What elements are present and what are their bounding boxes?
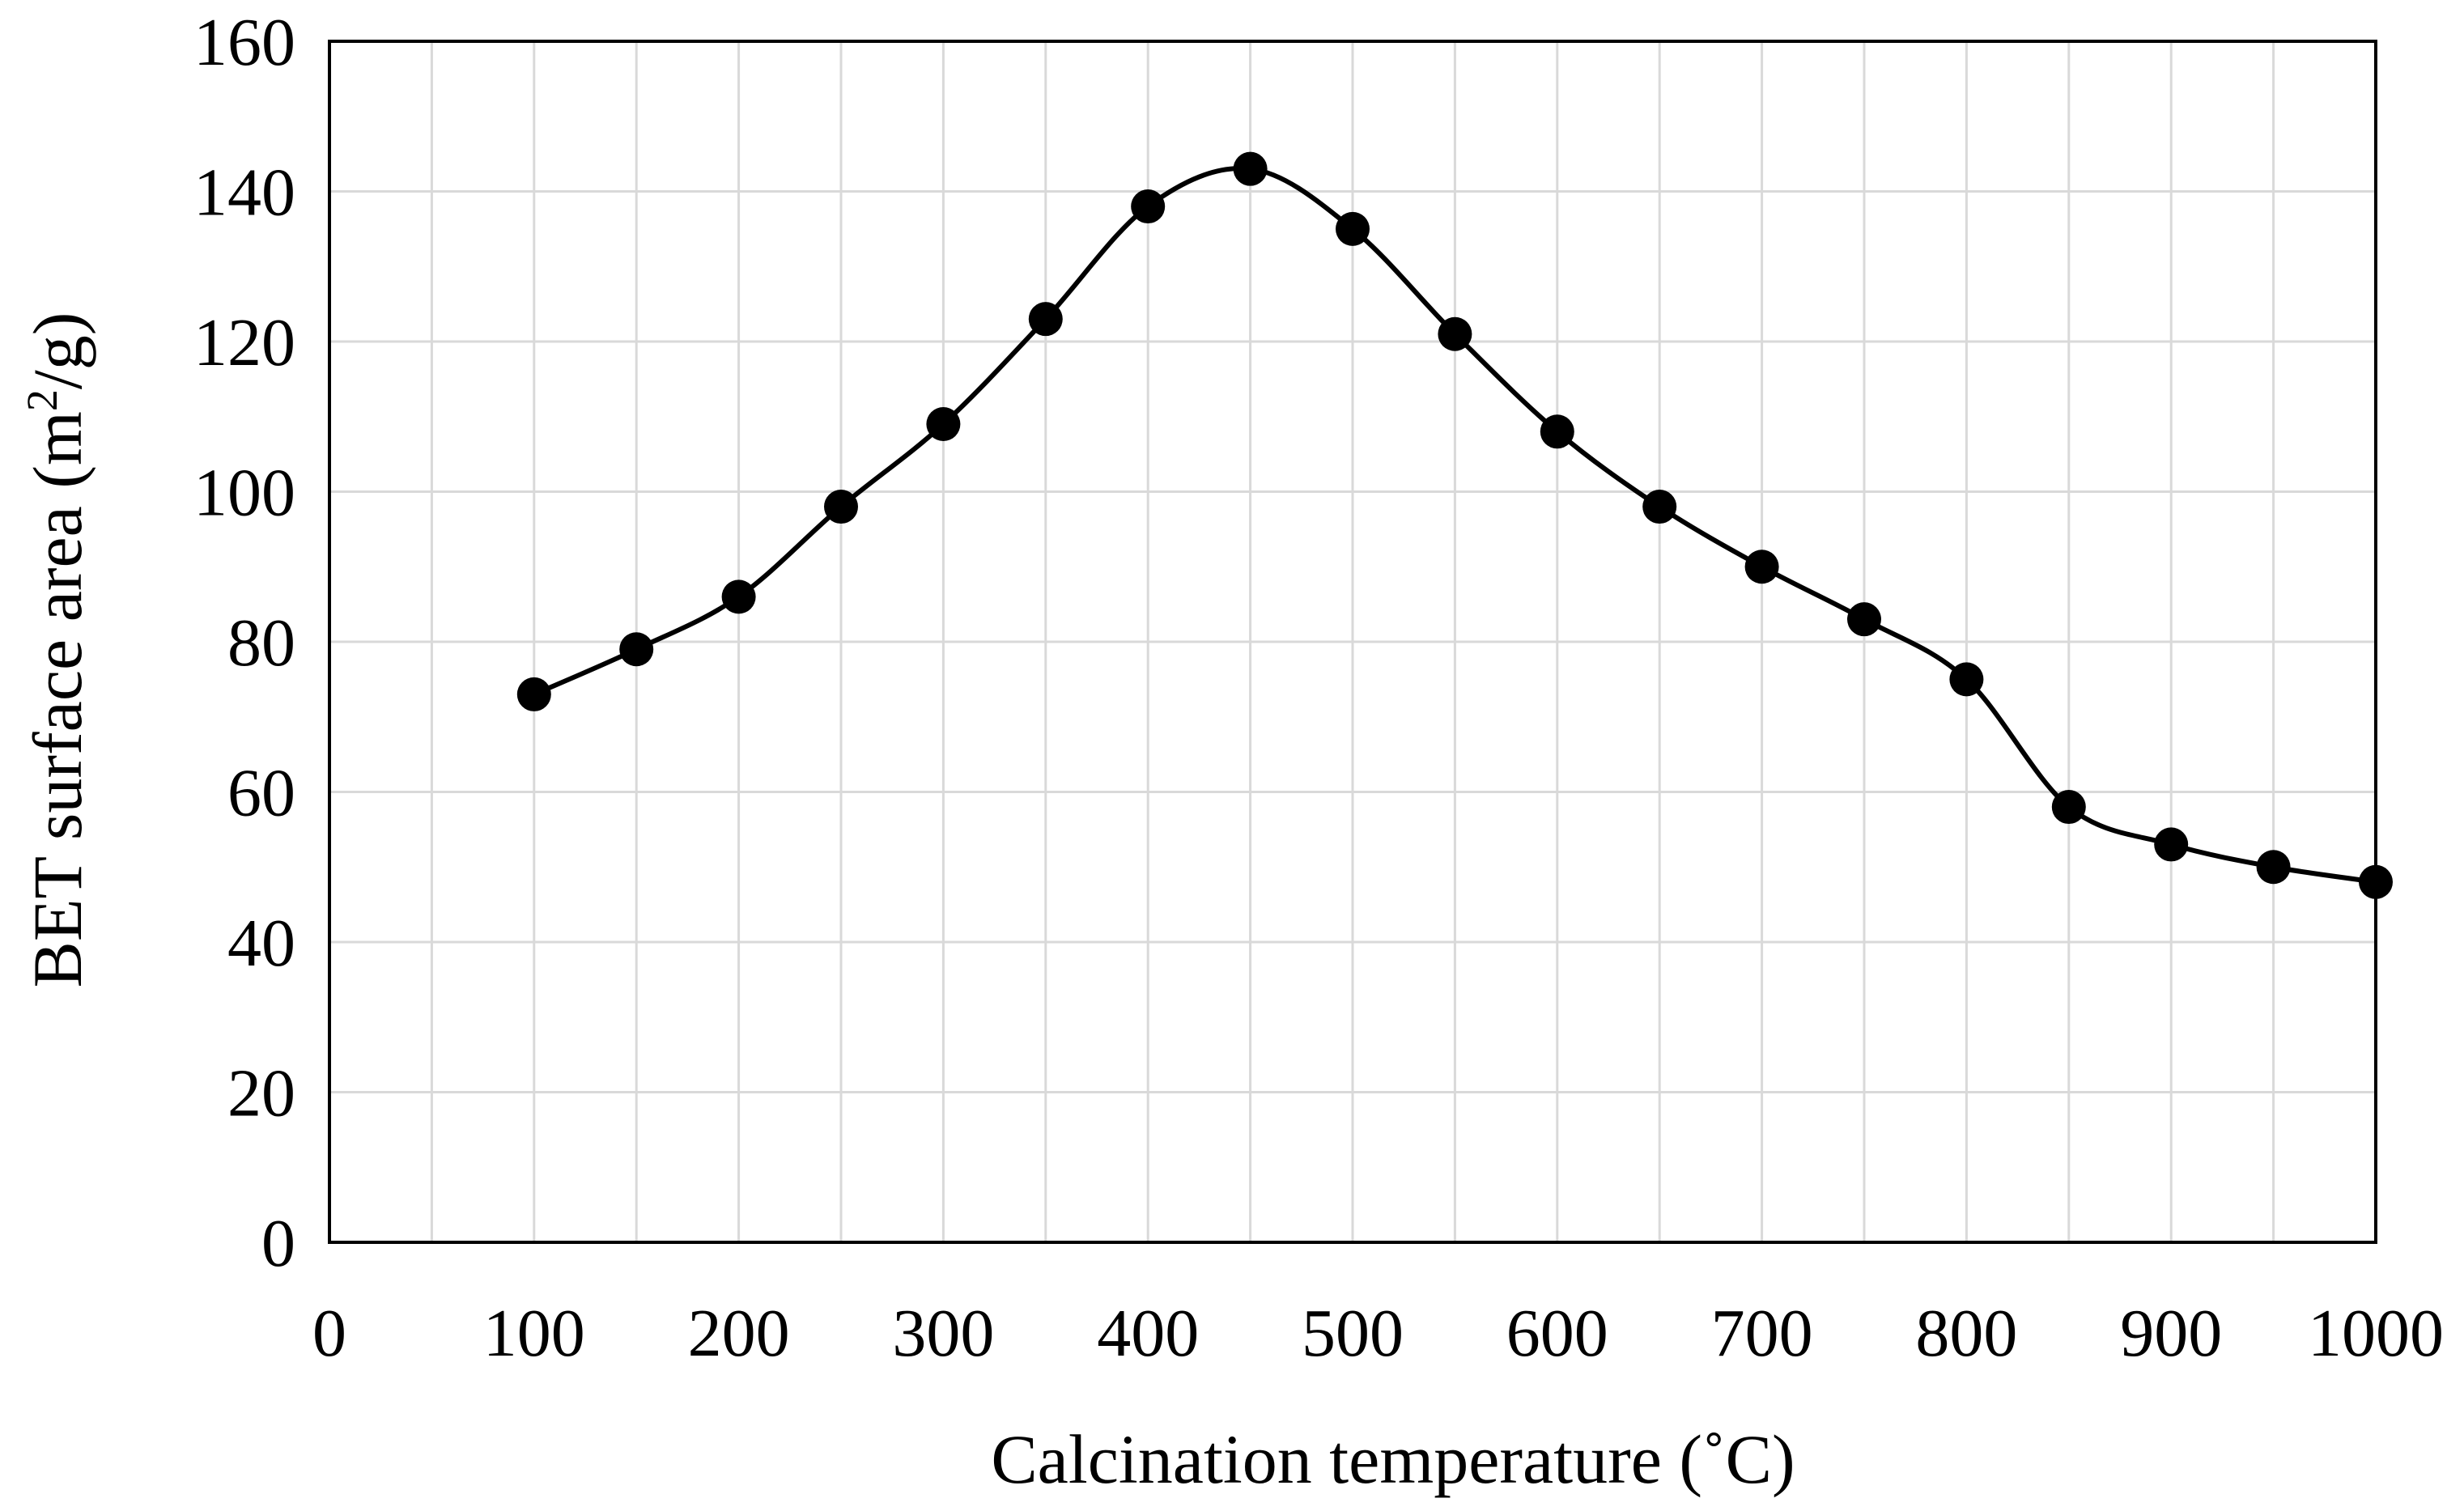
y-tick-label: 140 xyxy=(193,155,295,231)
data-point xyxy=(824,490,858,524)
y-tick-label: 120 xyxy=(193,305,295,380)
y-axis-title: BET surface area (m2/g) xyxy=(18,312,96,988)
plot-frame xyxy=(328,40,2377,1244)
data-point xyxy=(1336,211,1370,246)
y-axis-title-superscript: 2 xyxy=(18,389,66,411)
x-tick-label: 900 xyxy=(2120,1296,2222,1371)
x-tick-label: 1000 xyxy=(2308,1296,2444,1371)
y-tick-label: 0 xyxy=(261,1206,295,1281)
y-tick-label: 160 xyxy=(193,5,295,80)
data-point xyxy=(2051,790,2086,825)
y-tick-label: 100 xyxy=(193,456,295,531)
y-tick-label: 80 xyxy=(227,605,295,681)
data-point xyxy=(1438,316,1472,351)
x-tick-label: 400 xyxy=(1097,1296,1199,1371)
data-point xyxy=(1131,189,1166,224)
y-tick-label: 40 xyxy=(227,906,295,981)
x-tick-label: 600 xyxy=(1506,1296,1608,1371)
data-point xyxy=(926,407,961,442)
data-point xyxy=(1847,602,1881,637)
data-point xyxy=(1028,302,1063,337)
x-tick-label: 300 xyxy=(892,1296,994,1371)
x-tick-label: 500 xyxy=(1302,1296,1404,1371)
gridlines xyxy=(329,41,2376,1242)
data-point xyxy=(1233,151,1268,186)
data-point xyxy=(516,677,551,711)
series-marker-layer xyxy=(516,151,2393,899)
y-axis-title-tail: /g) xyxy=(19,312,96,390)
data-point xyxy=(619,632,654,667)
y-tick-labels: 0 20 40 60 80 100 120 140 160 xyxy=(193,5,295,1281)
data-point xyxy=(721,579,756,614)
x-tick-label: 700 xyxy=(1711,1296,1813,1371)
data-point xyxy=(1642,490,1677,524)
x-tick-labels: 0 100 200 300 400 500 600 700 800 900 1000 xyxy=(312,1296,2444,1371)
x-tick-label: 0 xyxy=(312,1296,346,1371)
y-tick-label: 60 xyxy=(227,756,295,831)
data-point xyxy=(2359,864,2393,899)
x-axis-title: Calcination temperature (˚C) xyxy=(991,1420,1795,1498)
y-axis-title-main: BET surface area (m xyxy=(19,411,96,987)
data-point xyxy=(1744,550,1779,584)
y-tick-label: 20 xyxy=(227,1056,295,1131)
x-tick-label: 100 xyxy=(483,1296,585,1371)
data-point xyxy=(2256,850,2291,885)
data-point xyxy=(1540,414,1574,449)
data-point xyxy=(2154,827,2189,862)
data-point xyxy=(1949,662,1984,697)
x-tick-label: 200 xyxy=(688,1296,790,1371)
x-tick-label: 800 xyxy=(1915,1296,2017,1371)
